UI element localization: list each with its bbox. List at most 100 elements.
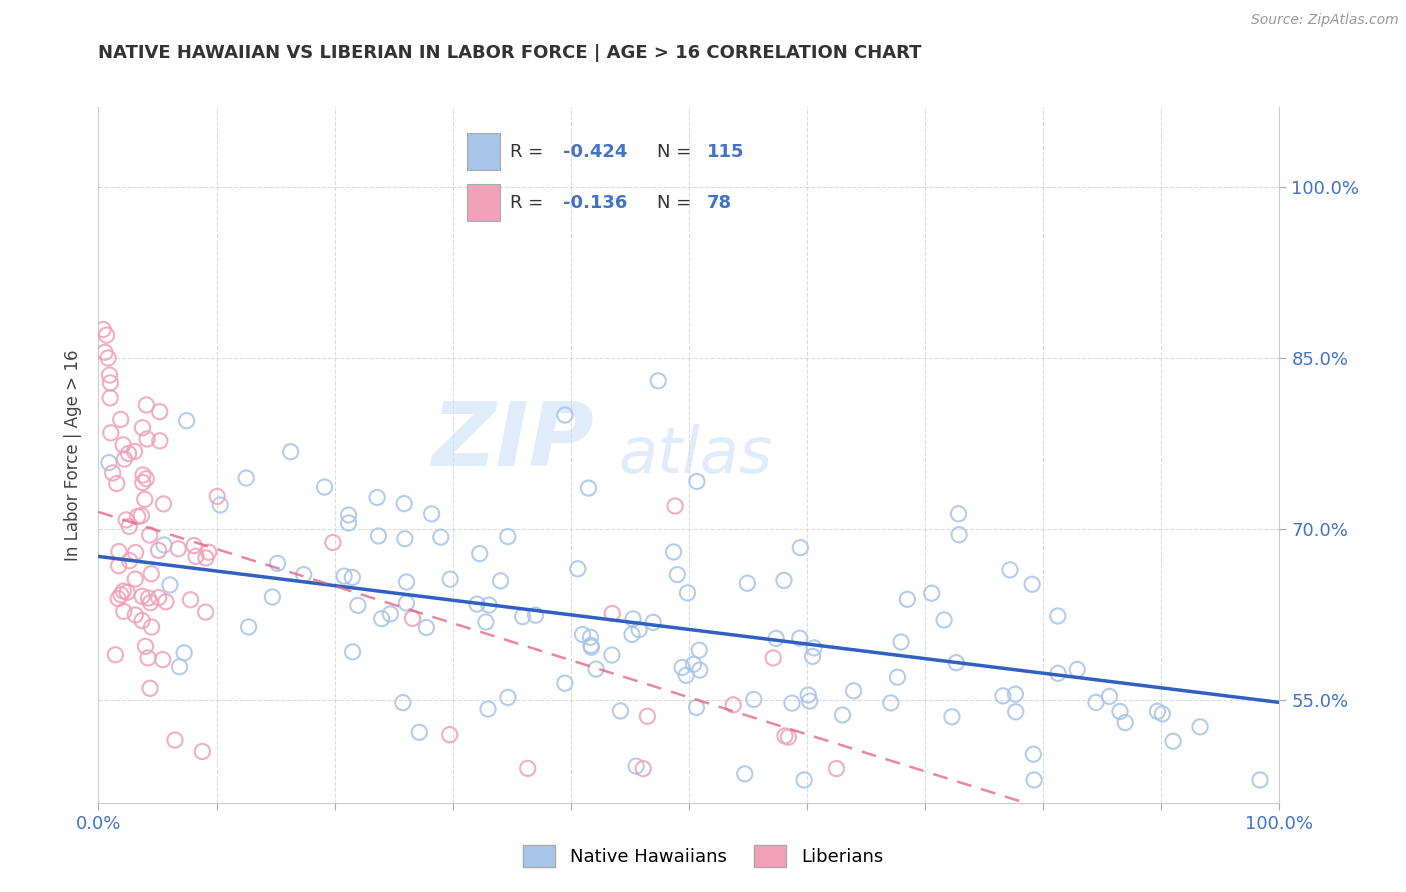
Point	[631, 762, 654, 776]
Point	[1021, 577, 1043, 591]
Point	[395, 574, 418, 589]
Point	[676, 586, 699, 600]
Point	[600, 648, 623, 662]
Point	[342, 645, 364, 659]
Point	[571, 627, 593, 641]
Point	[184, 549, 207, 564]
Point	[1189, 720, 1212, 734]
Point	[322, 535, 344, 549]
Point	[94, 345, 117, 359]
Point	[621, 627, 644, 641]
Point	[578, 481, 600, 495]
Point	[773, 729, 796, 743]
Point	[152, 497, 174, 511]
Point	[366, 491, 388, 505]
Point	[524, 608, 547, 623]
Point	[1046, 609, 1069, 624]
Point	[886, 670, 908, 684]
Point	[579, 638, 602, 652]
Point	[167, 541, 190, 556]
Point	[1022, 747, 1045, 761]
Point	[153, 538, 176, 552]
Point	[797, 688, 820, 702]
Point	[496, 530, 519, 544]
Point	[401, 611, 423, 625]
Point	[380, 607, 402, 621]
Point	[1047, 666, 1070, 681]
Point	[155, 595, 177, 609]
Point	[98, 456, 121, 470]
Point	[581, 640, 603, 655]
Point	[1109, 705, 1132, 719]
Point	[266, 557, 288, 571]
Point	[136, 432, 159, 446]
Point	[333, 569, 356, 583]
Point	[624, 759, 647, 773]
Point	[141, 566, 163, 581]
Point	[235, 471, 257, 485]
Text: ZIP: ZIP	[432, 398, 595, 484]
Point	[367, 529, 389, 543]
Point	[314, 480, 336, 494]
Point	[675, 668, 697, 682]
Point	[998, 563, 1021, 577]
Point	[554, 676, 576, 690]
Point	[180, 592, 202, 607]
Point	[131, 421, 153, 435]
Point	[688, 643, 710, 657]
Point	[141, 620, 163, 634]
Point	[1004, 687, 1026, 701]
Point	[685, 700, 707, 714]
Point	[1004, 705, 1026, 719]
Point	[134, 640, 156, 654]
Point	[415, 620, 437, 634]
Point	[609, 704, 631, 718]
Point	[105, 476, 128, 491]
Point	[801, 649, 824, 664]
Point	[104, 648, 127, 662]
Point	[647, 374, 669, 388]
Point	[831, 708, 853, 723]
Point	[1114, 715, 1136, 730]
Point	[1146, 704, 1168, 718]
Text: Source: ZipAtlas.com: Source: ZipAtlas.com	[1251, 13, 1399, 28]
Point	[477, 702, 499, 716]
Point	[134, 492, 156, 507]
Point	[765, 632, 787, 646]
Point	[682, 657, 704, 672]
Point	[337, 508, 360, 522]
Point	[392, 696, 415, 710]
Point	[628, 623, 651, 637]
Point	[173, 646, 195, 660]
Point	[131, 508, 153, 523]
Point	[107, 558, 129, 573]
Point	[209, 498, 232, 512]
Point	[118, 519, 141, 533]
Point	[890, 635, 912, 649]
Point	[1084, 695, 1107, 709]
Point	[112, 452, 135, 467]
Point	[1249, 772, 1271, 787]
Point	[643, 615, 665, 630]
Point	[395, 596, 418, 610]
Point	[439, 572, 461, 586]
Point	[585, 662, 607, 676]
Point	[825, 762, 848, 776]
Point	[138, 591, 160, 605]
Point	[430, 530, 453, 544]
Text: atlas: atlas	[619, 424, 772, 486]
Point	[1066, 662, 1088, 676]
Point	[100, 376, 122, 390]
Point	[789, 631, 811, 645]
Point	[139, 681, 162, 696]
Point	[152, 652, 174, 666]
Point	[468, 547, 491, 561]
Point	[124, 572, 146, 586]
Point	[118, 554, 141, 568]
Point	[721, 698, 744, 712]
Point	[342, 570, 364, 584]
Point	[489, 574, 512, 588]
Point	[803, 640, 825, 655]
Point	[101, 466, 124, 480]
Point	[136, 651, 159, 665]
